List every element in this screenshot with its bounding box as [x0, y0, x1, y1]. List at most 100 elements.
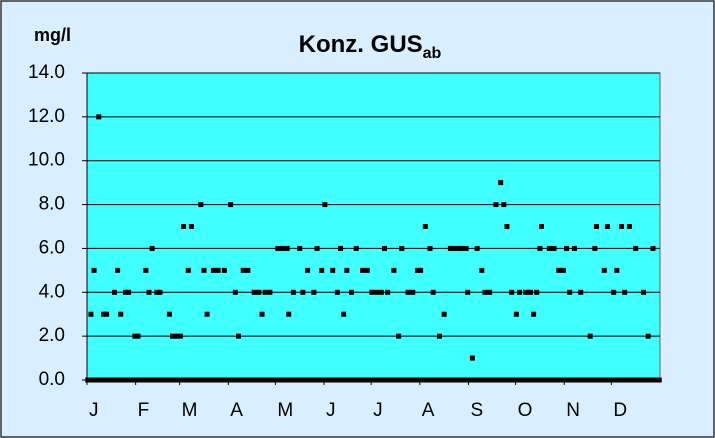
- marker: [265, 377, 271, 383]
- marker: [532, 377, 538, 383]
- marker: [259, 311, 265, 317]
- marker: [275, 245, 281, 251]
- marker: [251, 289, 257, 295]
- marker: [86, 377, 92, 383]
- marker: [617, 377, 623, 383]
- x-tick-label: D: [613, 400, 627, 421]
- marker: [389, 377, 395, 383]
- marker: [352, 377, 358, 383]
- marker: [320, 377, 326, 383]
- marker: [451, 245, 457, 251]
- marker: [458, 245, 464, 251]
- marker: [149, 245, 155, 251]
- marker: [440, 377, 446, 383]
- marker: [214, 377, 220, 383]
- marker: [135, 333, 141, 339]
- marker: [385, 289, 391, 295]
- marker: [196, 377, 202, 383]
- marker: [446, 377, 452, 383]
- marker: [560, 267, 566, 273]
- marker: [556, 267, 562, 273]
- marker: [477, 377, 483, 383]
- marker: [91, 267, 97, 273]
- marker: [144, 377, 150, 383]
- marker: [102, 377, 108, 383]
- marker: [427, 245, 433, 251]
- marker: [154, 289, 160, 295]
- chart-title: Konz. GUSab: [299, 31, 442, 62]
- y-axis-label: mg/l: [34, 25, 71, 45]
- marker: [546, 245, 552, 251]
- marker: [283, 377, 289, 383]
- marker: [240, 267, 246, 273]
- marker: [177, 333, 183, 339]
- title-main: Konz. GUS: [299, 31, 423, 58]
- marker: [289, 377, 295, 383]
- x-tick-label: M: [277, 400, 293, 421]
- marker: [201, 267, 207, 273]
- marker: [342, 377, 348, 383]
- marker: [527, 289, 533, 295]
- marker: [245, 267, 251, 273]
- x-tick-label: O: [518, 400, 533, 421]
- marker: [523, 289, 529, 295]
- marker: [441, 311, 447, 317]
- marker: [353, 245, 359, 251]
- marker: [204, 311, 210, 317]
- x-tick-label: J: [89, 400, 99, 421]
- marker: [496, 377, 502, 383]
- marker: [133, 377, 139, 383]
- marker: [422, 224, 428, 229]
- marker: [317, 377, 323, 383]
- marker: [124, 377, 130, 383]
- marker: [609, 377, 615, 383]
- marker: [184, 377, 190, 383]
- x-tick-label: A: [230, 400, 243, 421]
- marker: [339, 377, 345, 383]
- marker: [234, 377, 240, 383]
- marker: [170, 333, 176, 339]
- marker: [455, 245, 461, 251]
- marker: [187, 377, 193, 383]
- marker: [311, 289, 317, 295]
- marker: [529, 377, 535, 383]
- marker: [413, 377, 419, 383]
- x-tick-label: F: [138, 400, 150, 421]
- marker: [512, 377, 518, 383]
- marker: [132, 333, 138, 339]
- marker: [570, 377, 576, 383]
- marker: [209, 377, 215, 383]
- x-tick-label: N: [566, 400, 580, 421]
- marker: [110, 377, 116, 383]
- marker: [155, 377, 161, 383]
- marker: [499, 377, 505, 383]
- marker: [220, 377, 226, 383]
- marker: [257, 377, 263, 383]
- marker: [403, 377, 409, 383]
- marker: [502, 377, 508, 383]
- marker: [374, 289, 380, 295]
- marker: [290, 289, 296, 295]
- marker: [469, 355, 475, 361]
- marker: [99, 377, 105, 383]
- marker: [396, 333, 402, 339]
- marker: [571, 245, 577, 251]
- marker: [586, 377, 592, 383]
- marker: [614, 267, 620, 273]
- marker: [330, 267, 336, 273]
- marker: [146, 289, 152, 295]
- marker: [394, 377, 400, 383]
- marker: [378, 289, 384, 295]
- marker: [545, 377, 551, 383]
- marker: [593, 224, 599, 229]
- marker: [166, 311, 172, 317]
- marker: [590, 377, 596, 383]
- marker: [397, 377, 403, 383]
- marker: [645, 333, 651, 339]
- marker: [463, 245, 469, 251]
- marker: [639, 377, 645, 383]
- marker: [165, 377, 171, 383]
- marker: [526, 377, 532, 383]
- marker: [179, 377, 185, 383]
